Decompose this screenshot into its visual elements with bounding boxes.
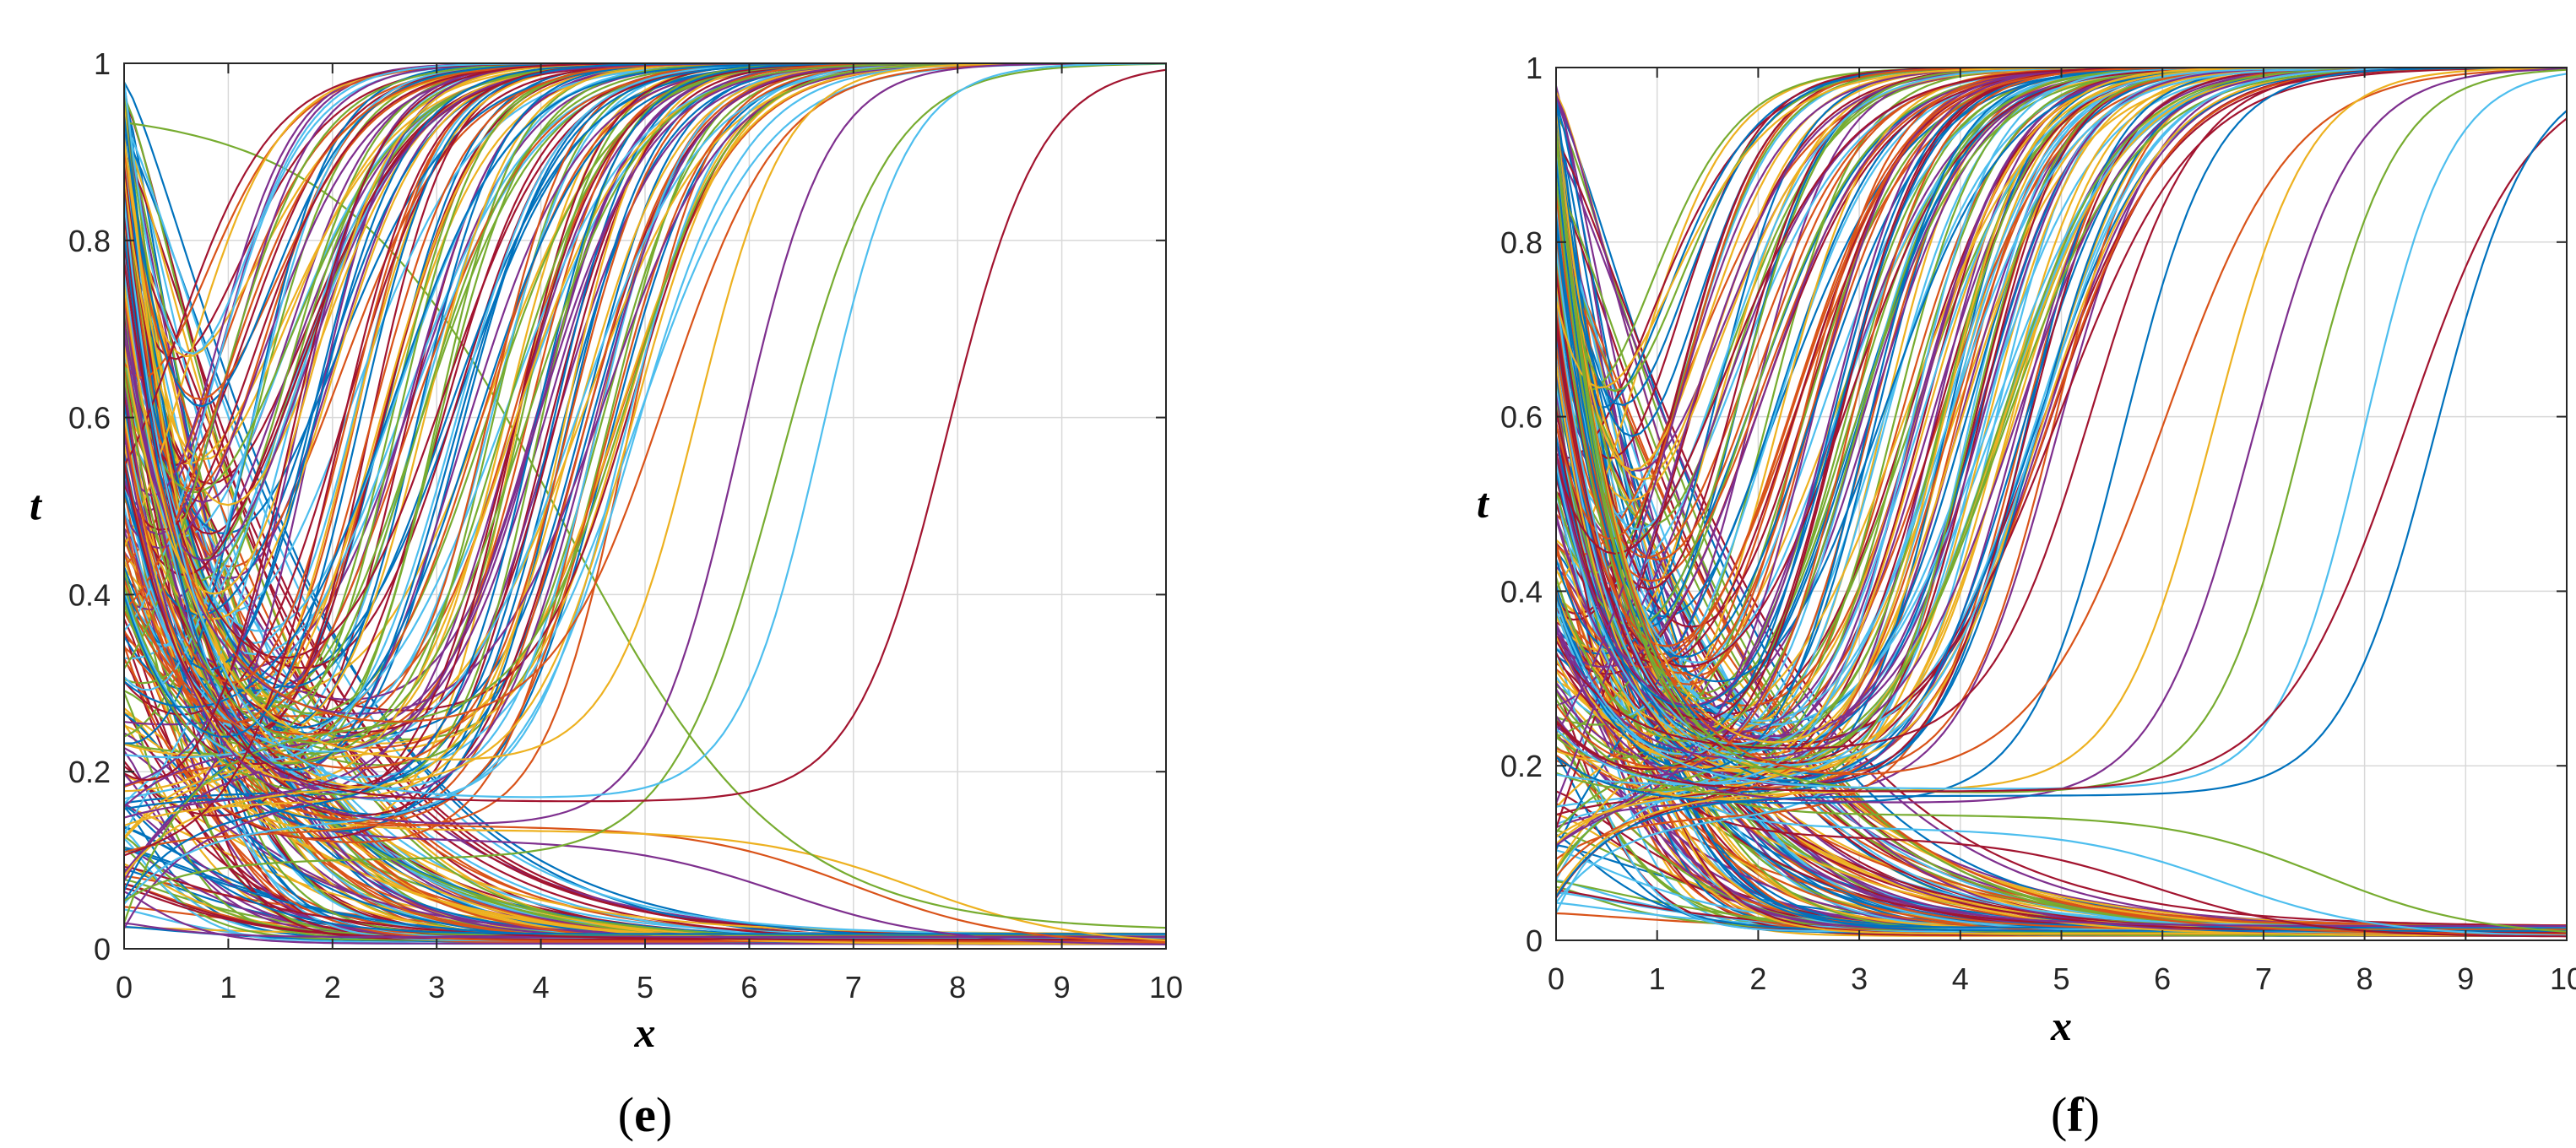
y-tick-label: 0.2 xyxy=(68,755,111,789)
rising-series-line xyxy=(124,63,1166,496)
x-tick-label: 5 xyxy=(2053,961,2069,996)
rising-series-line xyxy=(124,63,1166,799)
y-tick-label: 0.6 xyxy=(1500,400,1543,435)
x-tick-label: 1 xyxy=(1649,961,1666,996)
rising-series-line xyxy=(1556,117,2567,793)
y-tick-label: 1 xyxy=(1526,51,1543,85)
falling-series-line xyxy=(124,922,1166,939)
x-tick-label: 3 xyxy=(1851,961,1868,996)
rising-series-line xyxy=(124,68,1166,803)
rising-series-line xyxy=(124,63,1166,825)
falling-series-line xyxy=(1556,140,2567,927)
x-tick-label: 5 xyxy=(637,970,653,1004)
rising-series-line xyxy=(1556,68,2567,792)
x-tick-label: 10 xyxy=(2550,961,2576,996)
rising-series-line xyxy=(1556,68,2567,744)
x-tick-label: 8 xyxy=(2356,961,2373,996)
rising-series-line xyxy=(1556,68,2567,793)
x-tick-label: 3 xyxy=(428,970,445,1004)
y-axis-title: t xyxy=(1477,479,1490,527)
rising-series-line xyxy=(124,63,1166,788)
falling-series-line xyxy=(124,804,1166,935)
y-tick-label: 0.8 xyxy=(1500,225,1543,260)
rising-series-line xyxy=(124,63,1166,827)
x-tick-label: 0 xyxy=(116,970,133,1004)
rising-series-line xyxy=(124,63,1166,902)
x-tick-label: 4 xyxy=(533,970,550,1004)
y-axis: 0 0.2 0.4 0.6 0.8 1 xyxy=(1500,51,2567,958)
x-tick-label: 7 xyxy=(2255,961,2272,996)
rising-series-line xyxy=(124,63,1166,761)
rising-series-line xyxy=(124,63,1166,536)
x-tick-label: 0 xyxy=(1548,961,1565,996)
rising-series-line xyxy=(1556,68,2567,733)
rising-series-line xyxy=(124,63,1166,512)
x-tick-label: 9 xyxy=(2457,961,2474,996)
rising-series-line xyxy=(1556,110,2567,897)
x-tick-label: 7 xyxy=(845,970,862,1004)
rising-series-line xyxy=(124,63,1166,735)
y-tick-label: 0.2 xyxy=(1500,749,1543,783)
y-axis-title: t xyxy=(30,482,43,529)
plateau-series-line xyxy=(1556,391,2567,937)
y-tick-label: 0.4 xyxy=(1500,574,1543,609)
rising-series-line xyxy=(124,63,1166,772)
rising-series-line xyxy=(124,63,1166,734)
y-tick-label: 0 xyxy=(1526,923,1543,958)
rising-series-line xyxy=(1556,68,2567,742)
panel-e: 0 1 2 3 4 5 6 7 8 9 10 0 0.2 0.4 0.6 0.8 1 x t (e) xyxy=(30,46,1183,1142)
x-tick-label: 9 xyxy=(1054,970,1071,1004)
rising-series-line xyxy=(1556,68,2567,785)
panel-letter: e xyxy=(634,1087,656,1142)
x-tick-label: 6 xyxy=(2154,961,2171,996)
rising-series-line xyxy=(124,63,1166,720)
plateau-series-line xyxy=(124,387,1166,942)
panel-letter: f xyxy=(2067,1087,2084,1142)
falling-series-line xyxy=(124,865,1166,941)
x-tick-label: 6 xyxy=(740,970,757,1004)
y-axis: 0 0.2 0.4 0.6 0.8 1 xyxy=(68,46,1166,967)
rising-series-line xyxy=(1556,68,2567,776)
x-tick-label: 2 xyxy=(324,970,341,1004)
plateau-series-line xyxy=(1556,400,2567,938)
x-tick-label: 1 xyxy=(220,970,236,1004)
y-tick-label: 0.4 xyxy=(68,577,111,612)
rising-series-line xyxy=(1556,68,2567,895)
y-tick-label: 0.6 xyxy=(68,401,111,436)
panel-label: (f) xyxy=(2051,1087,2100,1142)
x-axis-title: x xyxy=(634,1009,656,1056)
falling-series-line xyxy=(1556,114,2567,929)
x-axis: 0 1 2 3 4 5 6 7 8 9 10 xyxy=(1548,68,2576,996)
panel-label: (e) xyxy=(618,1087,672,1142)
x-tick-label: 8 xyxy=(949,970,966,1004)
x-axis-title: x xyxy=(2050,1002,2072,1049)
rising-series-line xyxy=(1556,68,2567,804)
y-tick-label: 0.8 xyxy=(68,224,111,258)
panel-f: 0 1 2 3 4 5 6 7 8 9 10 0 0.2 0.4 0.6 0.8 1 x t (f) xyxy=(1477,51,2576,1142)
x-axis: 0 1 2 3 4 5 6 7 8 9 10 xyxy=(116,63,1183,1004)
x-tick-label: 4 xyxy=(1952,961,1969,996)
x-tick-label: 2 xyxy=(1749,961,1766,996)
x-tick-label: 10 xyxy=(1149,970,1183,1004)
y-tick-label: 0 xyxy=(94,932,111,967)
rising-series-line xyxy=(1556,68,2567,903)
rising-series-line xyxy=(124,63,1166,796)
y-tick-label: 1 xyxy=(94,46,111,81)
rising-series-line xyxy=(124,63,1166,701)
rising-series-line xyxy=(124,63,1166,355)
rising-series-line xyxy=(1556,68,2567,764)
